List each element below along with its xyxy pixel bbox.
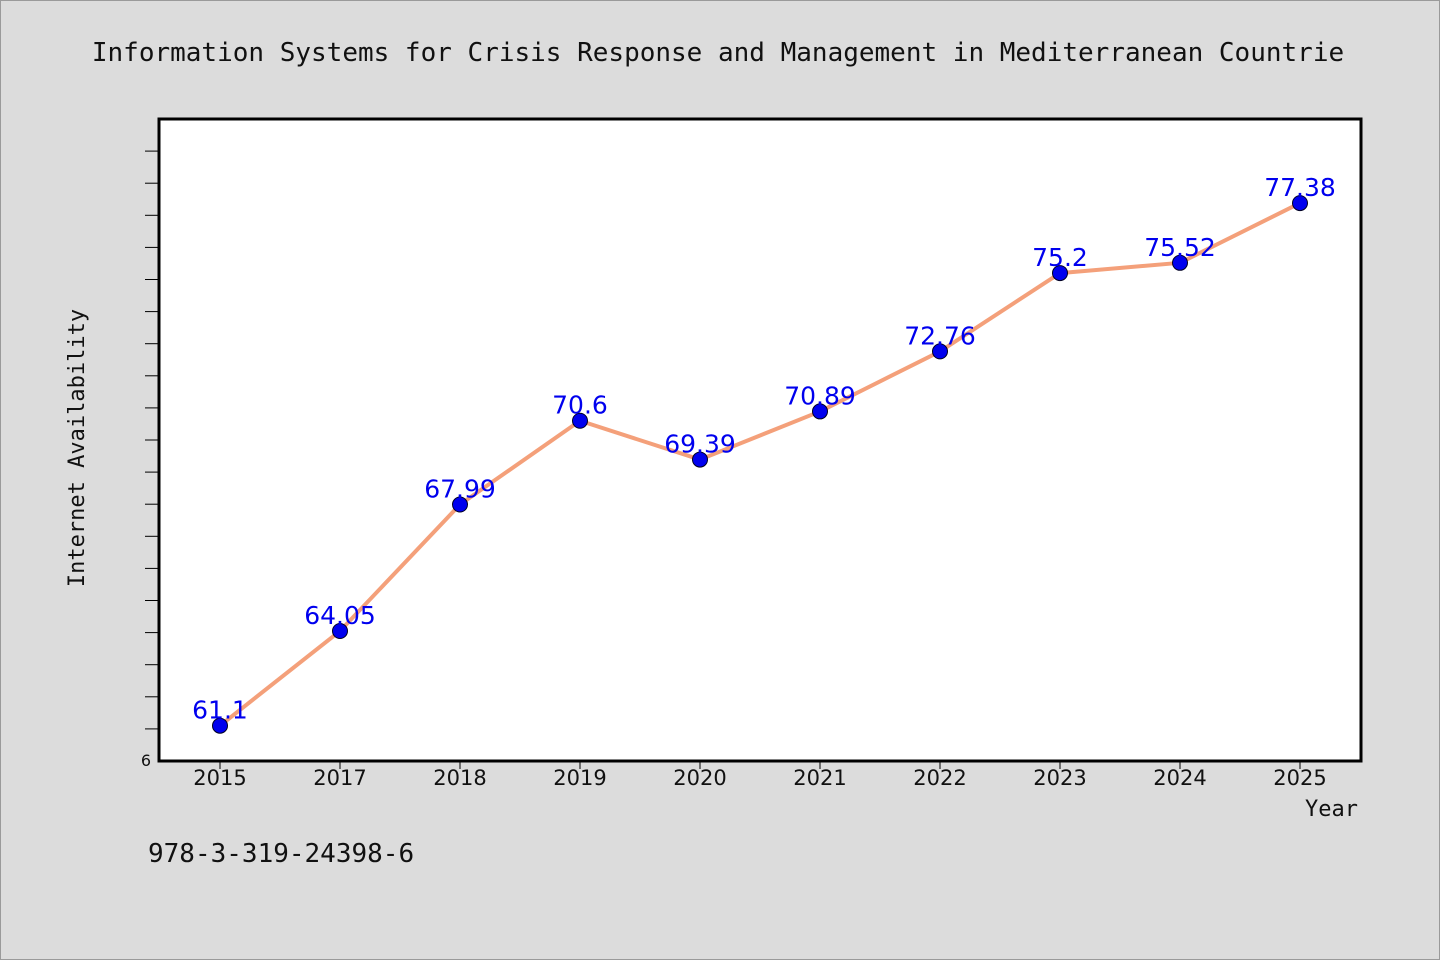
x-tick-label: 2025: [1273, 766, 1326, 790]
x-tick-label: 2015: [193, 766, 246, 790]
data-point: [692, 451, 708, 468]
data-label: 70.89: [784, 381, 856, 410]
x-tick-label: 2024: [1153, 766, 1206, 790]
x-axis-label: Year: [1305, 797, 1358, 822]
data-point: [212, 717, 228, 734]
x-tick-label: 2023: [1033, 766, 1086, 790]
plot-area: [157, 117, 1363, 763]
x-tick-label: 2022: [913, 766, 966, 790]
data-label: 77.38: [1264, 173, 1336, 202]
data-label: 72.76: [904, 321, 976, 350]
data-label: 61.1: [192, 696, 248, 725]
footer-isbn: 978-3-319-24398-6: [148, 839, 414, 869]
data-point: [1292, 195, 1308, 212]
data-point: [812, 403, 828, 420]
data-point: [572, 412, 588, 429]
x-tick-label: 2018: [433, 766, 486, 790]
x-tick-label: 2019: [553, 766, 606, 790]
x-tick-label: 2017: [313, 766, 366, 790]
data-point: [1052, 265, 1068, 282]
series-line: [218, 201, 1301, 728]
data-label: 64.05: [304, 601, 376, 630]
y-tick-label: 6: [141, 751, 151, 770]
data-markers: [212, 195, 1308, 734]
data-label: 75.2: [1032, 243, 1088, 272]
data-label: 70.6: [552, 391, 608, 420]
x-axis-ticks: 2015 2017 2018 2019 2020 2021 2022 2023 2024 2025: [193, 762, 1327, 790]
x-tick-label: 2021: [793, 766, 846, 790]
data-labels: 61.1 64.05 67.99 70.6 69.39 70.89 72.76 75.2 75.…: [192, 173, 1336, 725]
data-label: 67.99: [424, 475, 496, 504]
data-point: [1172, 254, 1188, 271]
data-label: 75.52: [1144, 233, 1216, 262]
data-point: [932, 343, 948, 360]
data-label: 69.39: [664, 430, 736, 459]
y-axis-label: Internet Availability: [65, 309, 90, 587]
y-axis-ticks: [145, 150, 158, 730]
x-tick-label: 2020: [673, 766, 726, 790]
data-point: [332, 622, 348, 639]
data-point: [452, 496, 468, 513]
chart-title: Information Systems for Crisis Response …: [92, 38, 1344, 68]
